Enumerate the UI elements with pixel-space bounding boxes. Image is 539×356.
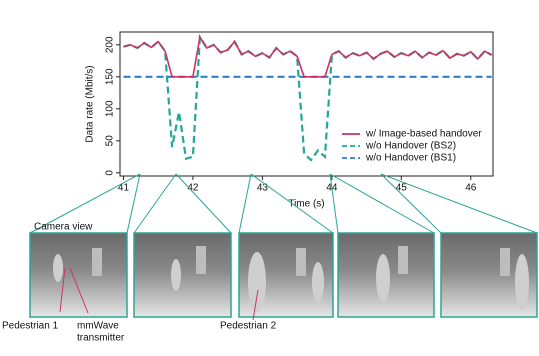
connector xyxy=(380,173,442,234)
y-axis-label: Data rate (Mbit/s) xyxy=(85,65,96,142)
connectors xyxy=(29,173,538,234)
y-tick-label: 50 xyxy=(105,135,116,147)
plot-frame xyxy=(119,31,494,177)
label: Pedestrian 2 xyxy=(220,321,277,332)
label: Pedestrian 1 xyxy=(2,321,59,332)
equipment xyxy=(92,246,510,276)
pointer xyxy=(59,267,66,313)
legend-label: w/o Handover (BS1) xyxy=(365,153,456,164)
connector xyxy=(133,173,177,234)
x-tick-label: 46 xyxy=(465,183,477,194)
legend-label: w/ Image-based handover xyxy=(365,129,482,140)
pointer xyxy=(69,267,89,314)
pointer xyxy=(252,289,259,321)
x-tick-label: 43 xyxy=(257,183,269,194)
label: transmitter xyxy=(77,333,125,344)
camera-title: Camera view xyxy=(34,222,93,233)
pedestrians xyxy=(53,252,529,312)
camera-image xyxy=(133,232,232,318)
x-tick-label: 42 xyxy=(187,183,199,194)
connector xyxy=(329,173,435,234)
connector xyxy=(329,173,339,234)
connector xyxy=(250,173,334,234)
x-tick-label: 41 xyxy=(118,183,130,194)
y-tick-label: 150 xyxy=(105,68,116,85)
legend-label: w/o Handover (BS2) xyxy=(365,141,456,152)
y-tick-label: 200 xyxy=(105,36,116,53)
camera-images xyxy=(29,232,538,318)
connector xyxy=(380,173,538,234)
connector xyxy=(238,173,252,234)
y-tick-label: 0 xyxy=(105,170,116,176)
connector xyxy=(126,173,141,234)
series-line xyxy=(123,34,492,78)
camera-image xyxy=(29,232,128,318)
y-tick-label: 100 xyxy=(105,100,116,117)
x-tick-label: 45 xyxy=(396,183,408,194)
connector xyxy=(29,173,141,234)
label: mmWave xyxy=(77,321,119,332)
connector xyxy=(175,173,232,234)
x-axis-label: Time (s) xyxy=(288,199,324,210)
